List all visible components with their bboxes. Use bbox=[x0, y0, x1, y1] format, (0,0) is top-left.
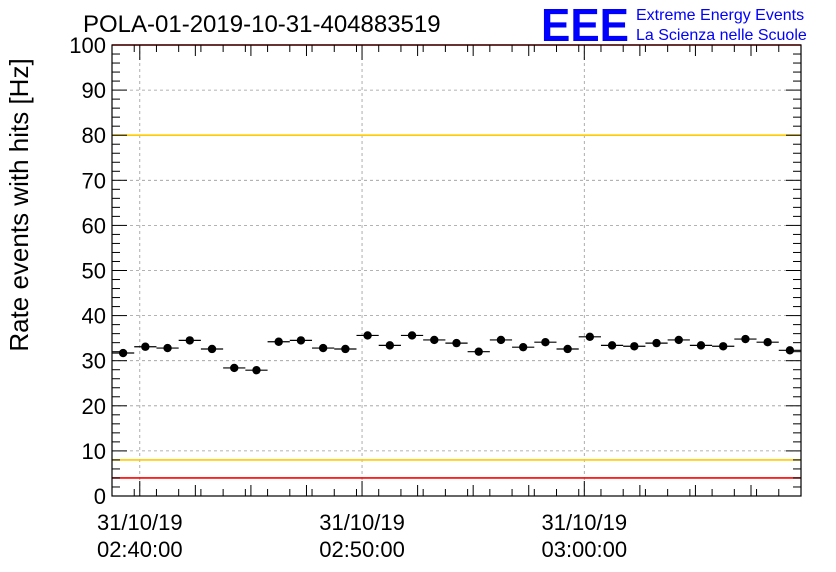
data-point bbox=[674, 335, 683, 345]
x-tick-date: 31/10/19 bbox=[97, 510, 183, 535]
x-tick-date: 31/10/19 bbox=[541, 510, 627, 535]
data-point bbox=[541, 338, 550, 347]
data-point bbox=[207, 344, 217, 354]
data-point bbox=[585, 332, 595, 341]
y-tick-label: 0 bbox=[94, 484, 106, 509]
y-tick-label: 50 bbox=[82, 259, 106, 284]
data-point bbox=[474, 347, 483, 356]
x-tick-time: 02:40:00 bbox=[97, 537, 183, 562]
data-point bbox=[274, 337, 283, 346]
data-point bbox=[763, 338, 772, 347]
data-point bbox=[118, 348, 128, 358]
data-point bbox=[518, 342, 528, 352]
y-tick-label: 70 bbox=[82, 168, 106, 193]
y-tick-label: 30 bbox=[82, 349, 106, 374]
y-tick-label: 60 bbox=[82, 213, 106, 238]
data-point bbox=[652, 338, 661, 348]
data-point bbox=[407, 331, 417, 340]
data-point bbox=[430, 335, 439, 345]
reference-lines bbox=[112, 44, 801, 479]
data-point bbox=[607, 341, 617, 350]
y-tick-label: 10 bbox=[82, 439, 106, 464]
data-point bbox=[452, 338, 461, 348]
data-point bbox=[252, 365, 261, 375]
data-point bbox=[318, 343, 328, 353]
eee-logo: EEE Extreme Energy Events La Scienza nel… bbox=[541, 0, 807, 51]
data-point bbox=[185, 336, 194, 345]
data-point bbox=[141, 342, 150, 351]
x-tick-time: 02:50:00 bbox=[319, 537, 405, 562]
data-point bbox=[363, 331, 372, 340]
data-point bbox=[163, 343, 172, 353]
y-tick-label: 40 bbox=[82, 304, 106, 329]
logo-line2: La Scienza nelle Scuole bbox=[636, 27, 807, 44]
data-point bbox=[719, 342, 728, 351]
data-point bbox=[496, 335, 506, 345]
data-point bbox=[630, 342, 639, 351]
y-tick-label: 100 bbox=[69, 33, 106, 58]
y-tick-labels: 0 10 20 30 40 50 60 70 80 90 100 bbox=[69, 33, 106, 509]
grid bbox=[112, 45, 801, 496]
axis-ticks bbox=[111, 44, 802, 497]
y-tick-label: 90 bbox=[82, 78, 106, 103]
data-point bbox=[741, 334, 750, 344]
logo-mark: EEE bbox=[541, 0, 629, 51]
data-point bbox=[230, 363, 239, 373]
chart-title: POLA-01-2019-10-31-404883519 bbox=[83, 11, 441, 38]
data-point bbox=[385, 341, 395, 350]
y-tick-label: 80 bbox=[82, 123, 106, 148]
data-points bbox=[112, 331, 801, 375]
data-point bbox=[341, 344, 350, 354]
x-tick-labels: 31/10/1902:40:0031/10/1902:50:0031/10/19… bbox=[97, 510, 627, 562]
data-point bbox=[696, 341, 706, 350]
x-tick-time: 03:00:00 bbox=[541, 537, 627, 562]
data-point bbox=[785, 346, 795, 355]
data-point bbox=[296, 336, 306, 345]
x-tick-date: 31/10/19 bbox=[319, 510, 405, 535]
logo-line1: Extreme Energy Events bbox=[636, 7, 804, 24]
y-axis-label: Rate events with hits [Hz] bbox=[4, 58, 34, 351]
y-tick-label: 20 bbox=[82, 394, 106, 419]
data-point bbox=[563, 344, 572, 354]
